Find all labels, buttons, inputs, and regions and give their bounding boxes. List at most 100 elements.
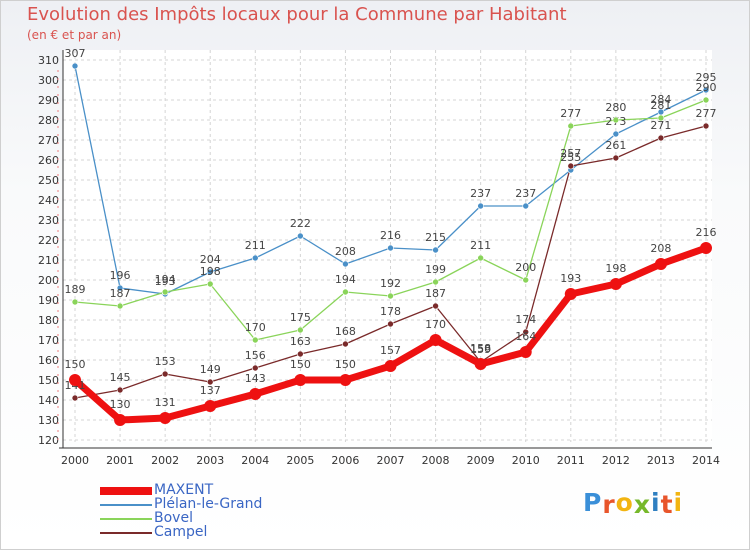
data-label-pl-lan-le-grand: 215	[425, 231, 446, 244]
data-point-maxent	[159, 412, 172, 424]
data-point-bovel	[702, 96, 710, 104]
data-label-pl-lan-le-grand: 295	[696, 71, 717, 84]
data-point-maxent	[69, 374, 81, 386]
data-label-campel: 163	[290, 335, 311, 348]
x-tick-label: 2006	[331, 454, 359, 467]
y-tick-label: 160	[38, 354, 59, 367]
data-point-bovel	[567, 122, 575, 130]
plot-area	[63, 50, 712, 442]
data-point-bovel	[477, 254, 484, 262]
data-label-maxent: 150	[335, 358, 356, 371]
x-tick-label: 2013	[647, 454, 675, 467]
data-point-campel	[251, 364, 259, 372]
y-tick-label: 150	[38, 374, 59, 387]
data-point-campel	[342, 340, 349, 348]
x-tick-label: 2002	[151, 454, 179, 467]
data-point-campel	[71, 394, 79, 402]
y-tick-label: 140	[38, 394, 59, 407]
data-label-campel: 156	[245, 349, 266, 362]
data-point-bovel	[387, 292, 394, 300]
data-label-campel: 159	[470, 343, 491, 356]
data-label-maxent: 157	[380, 344, 401, 357]
data-point-bovel	[342, 288, 349, 296]
legend-label: Plélan-le-Grand	[154, 496, 263, 512]
data-label-maxent: 158	[470, 342, 491, 355]
data-label-pl-lan-le-grand: 307	[65, 47, 86, 60]
data-point-pl-lan-le-grand	[477, 202, 484, 210]
logo-letter: x	[633, 490, 651, 519]
data-label-bovel: 194	[335, 273, 356, 286]
data-label-maxent: 208	[650, 242, 671, 255]
data-label-maxent: 130	[110, 398, 131, 411]
y-tick-label: 180	[38, 314, 59, 327]
data-label-pl-lan-le-grand: 255	[560, 151, 581, 164]
data-label-maxent: 137	[200, 384, 221, 397]
data-label-campel: 187	[425, 287, 446, 300]
data-point-pl-lan-le-grand	[522, 202, 530, 210]
data-point-campel	[702, 122, 710, 130]
logo-letter: o	[615, 488, 634, 517]
data-label-pl-lan-le-grand: 284	[650, 93, 671, 106]
data-label-bovel: 280	[605, 101, 626, 114]
y-tick-label: 220	[38, 234, 59, 247]
data-label-campel: 149	[200, 363, 221, 376]
data-label-bovel: 281	[650, 99, 671, 112]
data-point-maxent	[294, 374, 307, 386]
data-point-maxent	[114, 414, 127, 426]
data-label-campel: 168	[335, 325, 356, 338]
logo-letter: r	[602, 490, 616, 519]
y-tick-label: 250	[38, 174, 59, 187]
x-tick-label: 2000	[61, 454, 89, 467]
x-tick-label: 2008	[422, 454, 450, 467]
legend-item: Plélan-le-Grand	[100, 496, 380, 512]
data-label-pl-lan-le-grand: 222	[290, 217, 311, 230]
data-label-maxent: 164	[515, 330, 536, 343]
y-tick-label: 210	[38, 254, 59, 267]
x-tick-label: 2009	[467, 454, 495, 467]
data-point-campel	[116, 386, 124, 394]
data-label-maxent: 143	[245, 372, 266, 385]
data-point-pl-lan-le-grand	[251, 254, 259, 262]
data-point-bovel	[71, 298, 79, 306]
data-point-bovel	[251, 336, 259, 344]
y-tick-label: 260	[38, 154, 59, 167]
legend-item: Campel	[100, 524, 380, 540]
data-label-pl-lan-le-grand: 193	[155, 275, 176, 288]
data-label-pl-lan-le-grand: 208	[335, 245, 356, 258]
data-point-campel	[567, 162, 575, 170]
data-point-campel	[206, 378, 214, 386]
data-point-bovel	[657, 114, 665, 122]
data-label-maxent: 193	[560, 272, 581, 285]
data-label-campel: 261	[605, 139, 626, 152]
proxiti-logo: Proxiti	[583, 488, 683, 519]
data-point-maxent	[384, 360, 397, 372]
data-label-maxent: 150	[290, 358, 311, 371]
chart-legend: MAXENT Plélan-le-Grand Bovel Campel	[100, 482, 380, 540]
data-label-bovel: 277	[560, 107, 581, 120]
data-label-bovel: 189	[65, 283, 86, 296]
x-tick-label: 2014	[692, 454, 720, 467]
data-point-pl-lan-le-grand	[702, 86, 710, 94]
data-point-campel	[297, 350, 304, 358]
y-tick-label: 300	[38, 74, 59, 87]
data-label-maxent: 170	[425, 318, 446, 331]
data-label-bovel: 194	[155, 273, 176, 286]
legend-label: Bovel	[154, 510, 193, 526]
data-label-pl-lan-le-grand: 237	[470, 187, 491, 200]
data-point-maxent	[564, 288, 577, 300]
x-tick-label: 2004	[241, 454, 269, 467]
data-label-campel: 145	[110, 371, 131, 384]
data-label-bovel: 175	[290, 311, 311, 324]
y-tick-label: 280	[38, 114, 59, 127]
x-tick-label: 2001	[106, 454, 134, 467]
data-point-pl-lan-le-grand	[206, 268, 214, 276]
legend-label: Campel	[154, 524, 208, 540]
data-point-maxent	[609, 278, 622, 290]
legend-item: Bovel	[100, 510, 380, 526]
data-label-maxent: 131	[155, 396, 176, 409]
data-label-campel: 153	[155, 355, 176, 368]
y-tick-label: 190	[38, 294, 59, 307]
legend-swatch	[100, 532, 152, 534]
logo-letter: P	[583, 488, 603, 517]
data-label-maxent: 216	[696, 226, 717, 239]
